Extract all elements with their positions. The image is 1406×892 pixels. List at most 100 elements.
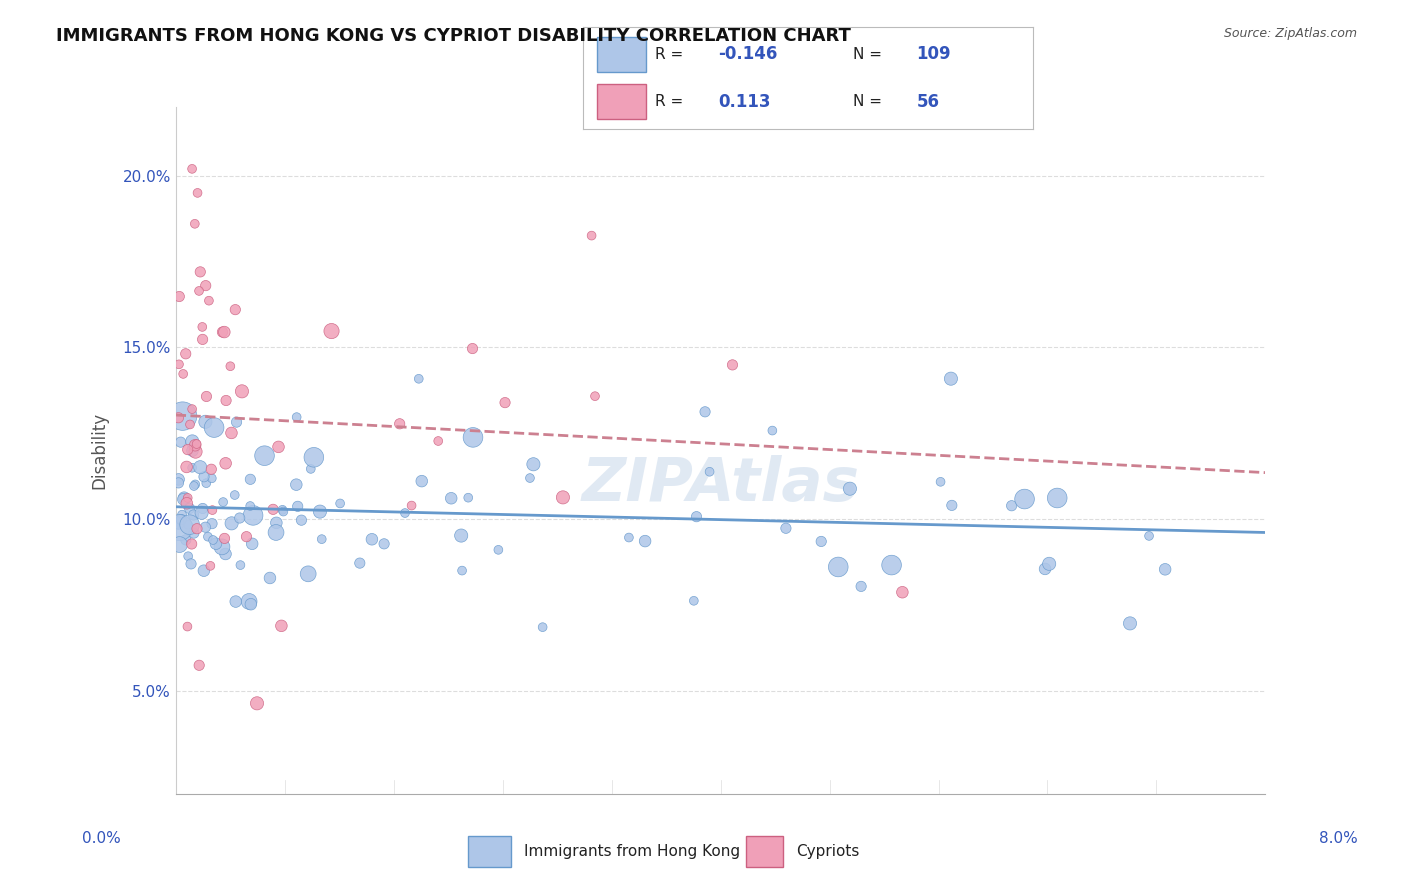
Point [191,501,214,516]
Point [201,471,224,485]
Point [190,506,212,520]
Point [827,560,849,574]
Point [1046,491,1069,505]
Point [179,517,201,532]
Point [401,499,423,513]
Point [775,521,797,535]
Point [285,410,308,425]
Point [1154,562,1177,576]
Point [634,534,657,549]
Point [941,499,963,513]
Point [461,342,484,356]
Point [211,540,233,554]
Point [273,504,295,518]
Point [188,658,211,673]
Text: R =: R = [655,95,689,109]
Point [177,491,200,505]
Point [184,438,207,452]
Text: R =: R = [655,47,689,62]
Text: Source: ZipAtlas.com: Source: ZipAtlas.com [1223,27,1357,40]
Point [167,357,190,371]
Point [193,564,215,578]
Point [682,594,704,608]
Point [194,278,217,293]
Point [176,442,198,457]
Point [186,522,208,536]
Point [450,528,472,542]
Point [240,537,263,551]
Point [177,517,200,532]
Point [311,532,333,546]
Point [181,434,204,449]
Text: 8.0%: 8.0% [1319,831,1358,846]
Point [583,389,606,403]
Point [167,475,190,490]
Point [266,516,288,530]
Point [167,472,190,486]
Point [225,415,247,429]
Point [494,395,516,409]
Text: -0.146: -0.146 [718,45,778,63]
Point [810,534,832,549]
Point [176,459,198,474]
Point [329,496,352,510]
Point [427,434,450,448]
Point [1038,557,1060,571]
Point [176,492,198,507]
Point [929,475,952,489]
Point [177,549,200,564]
Point [176,496,198,510]
Point [188,460,211,475]
Point [246,696,269,710]
Point [361,533,384,547]
Point [239,472,262,486]
Point [201,516,224,531]
Text: N =: N = [853,95,887,109]
Point [169,520,191,534]
Point [321,324,343,338]
Y-axis label: Disability: Disability [90,412,108,489]
Point [373,537,395,551]
Point [198,293,221,308]
Point [215,393,238,408]
Point [224,302,246,317]
Point [461,430,484,444]
Point [184,477,207,491]
Point [191,320,214,334]
Point [188,265,211,279]
Point [219,359,242,374]
Point [1014,491,1036,506]
Text: Cypriots: Cypriots [796,844,859,859]
Point [200,462,222,476]
Point [181,460,204,475]
Point [214,456,236,470]
Point [180,557,202,571]
Point [693,405,716,419]
Point [235,530,257,544]
Point [181,443,204,458]
Bar [468,836,512,867]
Point [179,501,201,516]
Point [186,437,208,451]
Point [170,508,193,522]
Point [228,511,250,525]
Point [761,424,783,438]
Point [388,417,411,431]
Point [183,479,205,493]
Text: IMMIGRANTS FROM HONG KONG VS CYPRIOT DISABILITY CORRELATION CHART: IMMIGRANTS FROM HONG KONG VS CYPRIOT DIS… [56,27,851,45]
Point [202,420,225,434]
Point [394,506,416,520]
Point [195,389,218,403]
Point [200,558,222,573]
Point [440,491,463,506]
Point [186,186,209,200]
Point [169,435,191,450]
Point [172,367,194,381]
Point [551,491,574,505]
Point [229,558,252,573]
Point [173,491,195,505]
Point [939,372,962,386]
Text: N =: N = [853,47,887,62]
Point [411,474,433,488]
Point [194,415,217,429]
